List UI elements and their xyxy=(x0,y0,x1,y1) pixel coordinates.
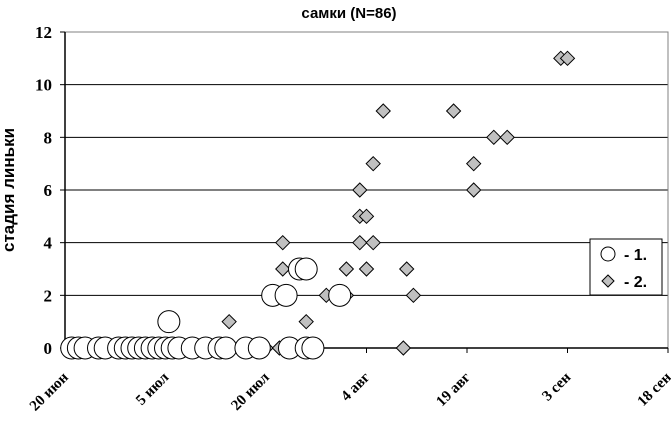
data-point-series-1 xyxy=(157,310,181,334)
y-tick-label: 8 xyxy=(44,128,53,147)
data-point-series-2 xyxy=(358,261,375,277)
data-point-series-2 xyxy=(499,129,515,146)
data-point-series-2 xyxy=(445,103,462,119)
data-point-series-2 xyxy=(405,287,422,304)
data-point-series-2 xyxy=(559,50,576,67)
legend: - 1. - 2. xyxy=(589,238,663,296)
legend-label-2: - 2. xyxy=(624,274,647,291)
legend-marker-2 xyxy=(601,274,615,288)
data-point-series-2 xyxy=(398,261,415,277)
legend-box xyxy=(589,238,663,296)
y-axis-label: стадия линьки xyxy=(0,128,18,252)
data-point-series-2 xyxy=(365,234,381,251)
x-tick-label: 3 сен xyxy=(539,369,574,404)
data-point-series-2 xyxy=(465,155,482,172)
series-1-points xyxy=(60,257,352,360)
data-point-series-1 xyxy=(301,336,325,360)
data-point-series-2 xyxy=(352,234,368,251)
data-point-series-2 xyxy=(221,313,237,330)
series-2-points xyxy=(63,50,576,356)
x-tick-label: 4 авг xyxy=(338,369,373,404)
data-point-series-1 xyxy=(294,257,318,281)
data-point-series-2 xyxy=(275,261,291,277)
data-point-series-2 xyxy=(298,313,314,330)
chart-title: самки (N=86) xyxy=(301,5,396,22)
x-tick-label: 20 июн xyxy=(27,369,72,414)
data-point-series-1 xyxy=(247,336,271,360)
x-tick-label: 5 июл xyxy=(133,369,173,409)
data-point-series-2 xyxy=(275,234,291,251)
data-point-series-2 xyxy=(395,340,412,356)
data-point-series-2 xyxy=(465,182,482,198)
data-point-series-1 xyxy=(274,283,298,307)
data-point-series-2 xyxy=(358,208,375,225)
data-point-series-2 xyxy=(365,155,381,172)
x-tick-label: 20 июл xyxy=(228,369,273,414)
data-point-series-1 xyxy=(214,336,238,360)
data-point-series-1 xyxy=(328,283,352,307)
data-point-series-2 xyxy=(375,103,391,119)
y-tick-label: 2 xyxy=(44,286,53,305)
data-point-series-2 xyxy=(338,261,355,277)
y-tick-label: 4 xyxy=(44,234,53,253)
legend-label-1: - 1. xyxy=(624,247,647,264)
y-tick-label: 0 xyxy=(44,339,53,358)
y-tick-label: 10 xyxy=(35,76,52,95)
y-tick-label: 6 xyxy=(44,181,53,200)
x-tick-label: 18 сен xyxy=(635,369,671,409)
legend-marker-1 xyxy=(600,246,616,262)
data-point-series-2 xyxy=(352,182,368,198)
x-tick-label: 19 авг xyxy=(433,369,474,410)
y-tick-label: 12 xyxy=(35,23,52,42)
data-point-series-2 xyxy=(486,129,502,146)
